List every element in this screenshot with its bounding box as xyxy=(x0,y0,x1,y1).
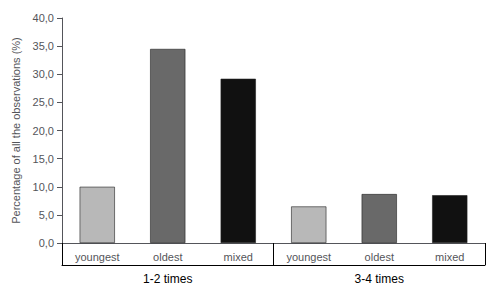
svg-text:Percentage of all the observat: Percentage of all the observations (%) xyxy=(10,37,22,224)
svg-text:oldest: oldest xyxy=(365,251,394,263)
svg-text:30,0: 30,0 xyxy=(33,68,54,80)
svg-text:25,0: 25,0 xyxy=(33,96,54,108)
svg-text:10,0: 10,0 xyxy=(33,181,54,193)
svg-text:35,0: 35,0 xyxy=(33,40,54,52)
svg-text:0,0: 0,0 xyxy=(39,237,54,249)
svg-text:oldest: oldest xyxy=(153,251,182,263)
svg-text:1-2 times: 1-2 times xyxy=(143,272,192,286)
svg-text:40,0: 40,0 xyxy=(33,12,54,24)
svg-text:15,0: 15,0 xyxy=(33,153,54,165)
svg-text:mixed: mixed xyxy=(224,251,253,263)
svg-text:mixed: mixed xyxy=(435,251,464,263)
svg-text:youngest: youngest xyxy=(75,251,120,263)
svg-text:3-4 times: 3-4 times xyxy=(355,272,404,286)
svg-text:20,0: 20,0 xyxy=(33,125,54,137)
svg-text:5,0: 5,0 xyxy=(39,209,54,221)
svg-text:youngest: youngest xyxy=(286,251,331,263)
